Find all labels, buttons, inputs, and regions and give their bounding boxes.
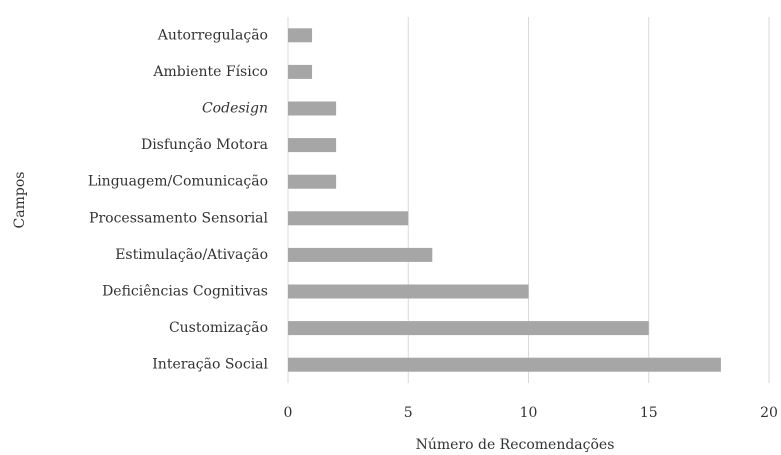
bar (288, 284, 529, 299)
bar (288, 138, 337, 153)
y-tick-label: Interação Social (152, 357, 268, 373)
y-tick-label: Codesign (202, 101, 268, 117)
y-tick-label: Deficiências Cognitivas (102, 284, 268, 300)
x-tick-label: 5 (404, 405, 413, 421)
bar (288, 247, 433, 262)
y-tick-label: Linguagem/Comunicação (88, 174, 268, 190)
bar (288, 174, 337, 189)
bar (288, 211, 409, 226)
bar (288, 357, 721, 372)
y-tick-label: Estimulação/Ativação (115, 247, 268, 263)
y-tick-label: Autorregulação (157, 27, 268, 43)
x-tick-label: 15 (640, 405, 658, 421)
bar (288, 321, 649, 336)
y-tick-label: Processamento Sensorial (89, 210, 268, 226)
x-tick-label: 20 (760, 405, 778, 421)
y-tick-label: Customização (169, 320, 268, 336)
bar (288, 64, 313, 79)
x-tick-label: 0 (284, 405, 293, 421)
y-axis-label: Campos (12, 172, 28, 229)
bar (288, 28, 313, 43)
x-tick-label: 10 (520, 405, 538, 421)
y-tick-label: Disfunção Motora (141, 137, 268, 153)
x-axis-label: Número de Recomendações (416, 437, 615, 453)
bar (288, 101, 337, 116)
y-tick-label: Ambiente Físico (152, 64, 268, 80)
